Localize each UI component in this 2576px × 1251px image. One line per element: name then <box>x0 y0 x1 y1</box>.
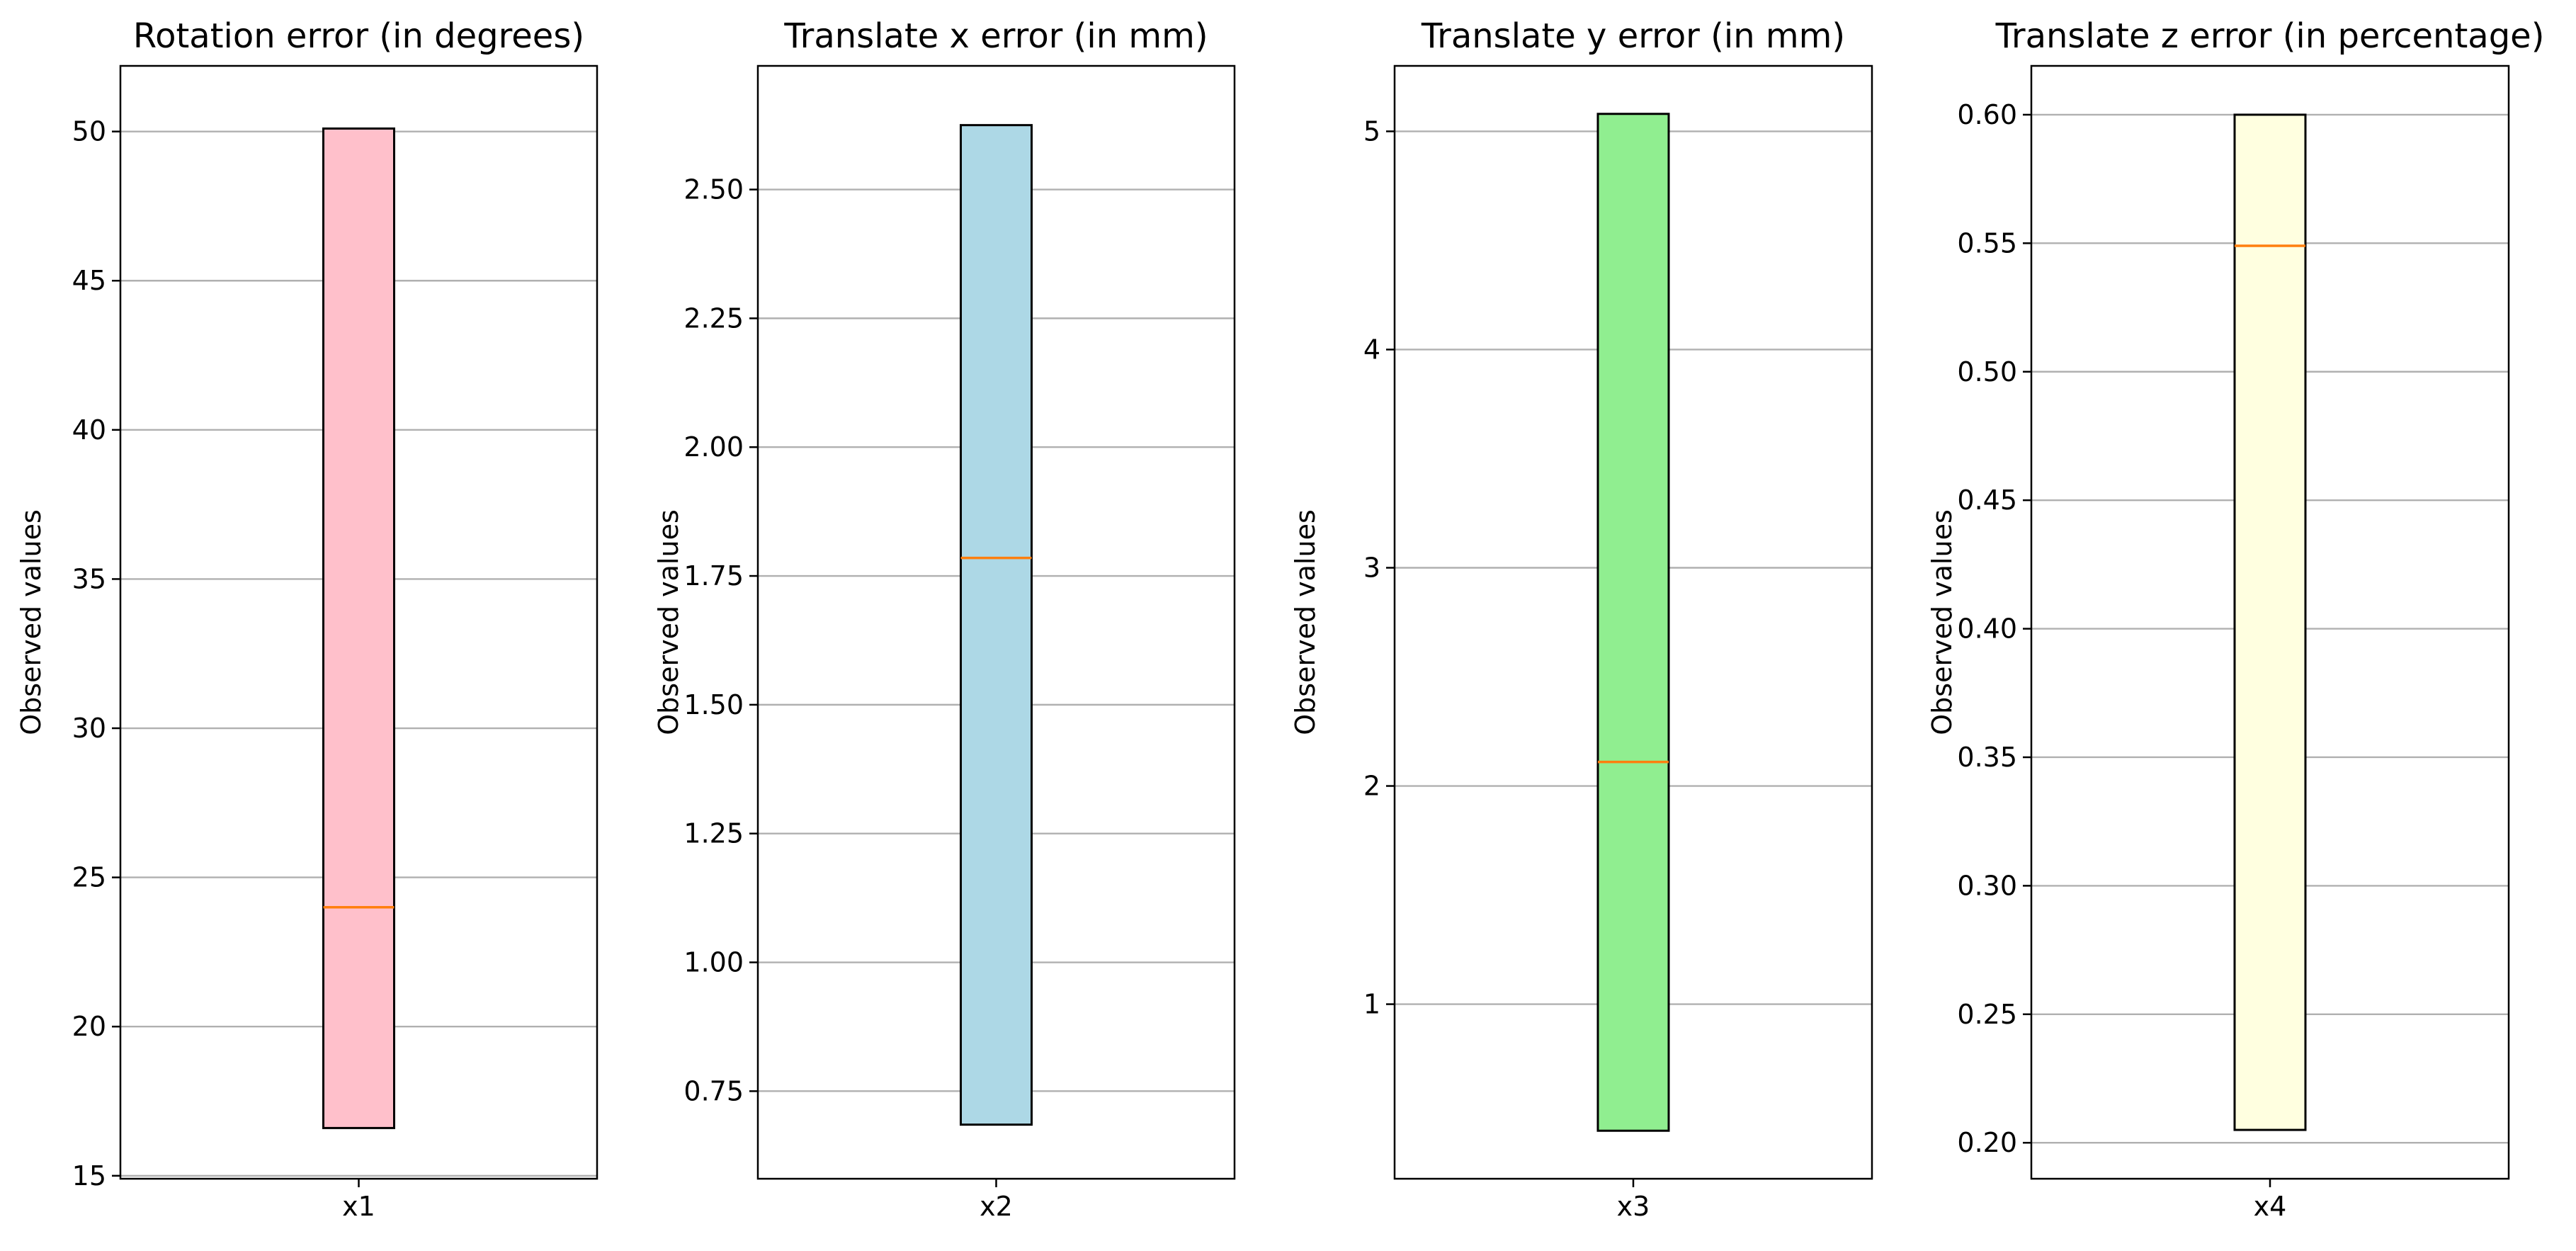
y-tick-label: 0.75 <box>683 1075 744 1106</box>
y-tick-label: 2.50 <box>683 174 744 205</box>
y-axis-label: Observed values <box>1927 509 1958 735</box>
y-tick-label: 1 <box>1363 989 1380 1020</box>
y-tick-label: 2.00 <box>683 431 744 463</box>
y-tick-label: 0.35 <box>1957 742 2017 773</box>
y-tick-label: 1.50 <box>683 689 744 720</box>
y-tick-label: 2.25 <box>683 302 744 334</box>
box-x4 <box>2233 113 2307 1131</box>
y-tick-label: 0.20 <box>1957 1127 2017 1158</box>
subplot-1: 15 20 25 30 35 40 45 50 x1 Rotation error (in deg… <box>16 16 598 1222</box>
y-axis-label: Observed values <box>16 509 47 735</box>
box-x3 <box>1596 113 1670 1132</box>
y-tick-label: 0.25 <box>1957 999 2017 1030</box>
y-tick-label: 1.00 <box>683 947 744 978</box>
y-tick-label: 20 <box>72 1011 106 1042</box>
y-tick-label: 15 <box>72 1160 106 1191</box>
y-axis-label: Observed values <box>653 509 684 735</box>
y-tick-label: 5 <box>1363 115 1380 147</box>
y-tick-label: 40 <box>72 414 106 446</box>
y-tick-label: 2 <box>1363 771 1380 802</box>
y-tick-label: 0.40 <box>1957 613 2017 645</box>
y-tick-label: 0.60 <box>1957 99 2017 130</box>
y-tick-label: 1.75 <box>683 560 744 591</box>
y-tick-label: 45 <box>72 265 106 296</box>
y-tick-label: 0.55 <box>1957 227 2017 259</box>
y-tick-label: 0.30 <box>1957 870 2017 901</box>
x-tick-label: x1 <box>342 1191 375 1222</box>
y-tick-label: 50 <box>72 116 106 147</box>
y-tick-label: 3 <box>1363 552 1380 583</box>
subplot-title: Translate y error (in mm) <box>1421 16 1845 56</box>
y-tick-label: 25 <box>72 862 106 893</box>
subplot-4: 0.20 0.25 0.30 0.35 0.40 0.45 0.50 0.55 0.60 x4 Tr… <box>1927 16 2544 1222</box>
y-tick-label: 35 <box>72 563 106 594</box>
subplot-title: Translate x error (in mm) <box>783 16 1208 56</box>
subplot-3: 1 2 3 4 5 x3 Translate y error (in mm) Observed… <box>1290 16 1873 1222</box>
y-axis-label: Observed values <box>1290 509 1321 735</box>
x-tick-label: x3 <box>1617 1191 1650 1222</box>
subplot-title: Translate z error (in percentage) <box>1995 16 2545 56</box>
x-tick-label: x4 <box>2254 1191 2287 1222</box>
y-tick-label: 30 <box>72 713 106 744</box>
y-tick-label: 1.25 <box>683 818 744 849</box>
y-tick-label: 0.45 <box>1957 485 2017 516</box>
subplot-title: Rotation error (in degrees) <box>133 16 584 56</box>
subplot-2: 0.75 1.00 1.25 1.50 1.75 2.00 2.25 2.50 x2 Transl… <box>653 16 1236 1222</box>
box-x1 <box>322 127 395 1129</box>
x-tick-label: x2 <box>980 1191 1013 1222</box>
y-tick-label: 4 <box>1363 334 1380 365</box>
box-x2 <box>960 124 1033 1126</box>
y-tick-label: 0.50 <box>1957 356 2017 387</box>
